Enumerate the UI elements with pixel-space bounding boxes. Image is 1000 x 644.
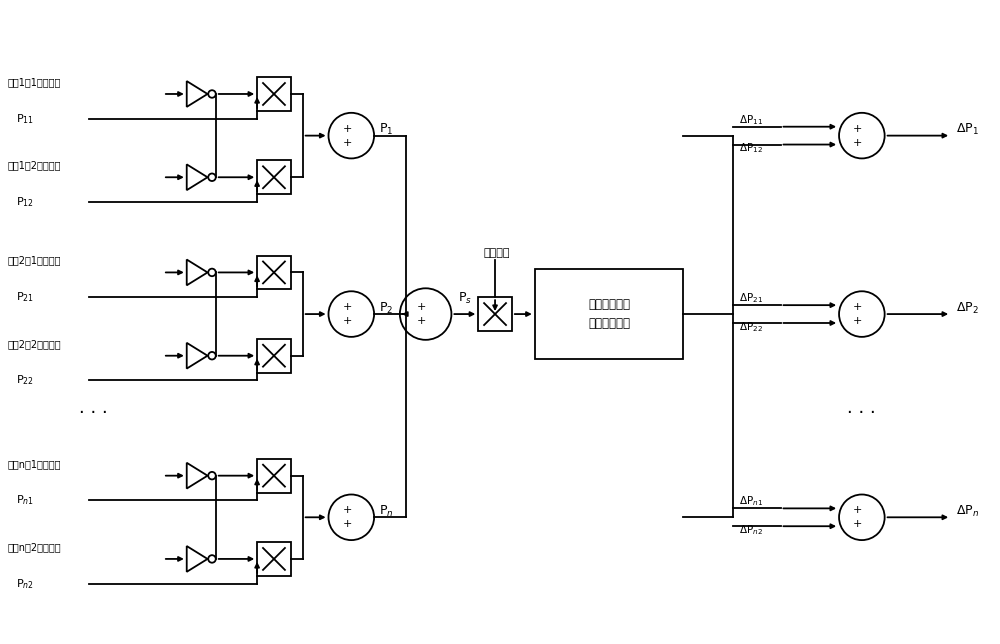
Text: +: + <box>343 316 352 326</box>
Bar <box>257 542 291 576</box>
Text: +: + <box>343 519 352 529</box>
Text: +: + <box>853 316 863 326</box>
Text: P$_{12}$: P$_{12}$ <box>16 195 34 209</box>
Text: $\Delta$P$_{n1}$: $\Delta$P$_{n1}$ <box>739 495 763 508</box>
Text: +: + <box>417 302 426 312</box>
Text: $\Delta$P$_n$: $\Delta$P$_n$ <box>956 504 979 519</box>
Text: $\Delta$P$_{11}$: $\Delta$P$_{11}$ <box>739 113 763 127</box>
Text: $\Delta$P$_{n2}$: $\Delta$P$_{n2}$ <box>739 524 763 537</box>
Text: P$_s$: P$_s$ <box>458 291 472 306</box>
Text: $\Delta$P$_2$: $\Delta$P$_2$ <box>956 301 979 316</box>
Text: P$_{n1}$: P$_{n1}$ <box>16 493 34 507</box>
Text: +: + <box>853 138 863 147</box>
Text: $\Delta$P$_1$: $\Delta$P$_1$ <box>956 122 979 137</box>
Text: P$_n$: P$_n$ <box>379 504 394 519</box>
Text: 直流n极1运行状态: 直流n极1运行状态 <box>7 459 61 469</box>
Text: · · ·: · · · <box>79 404 108 422</box>
Text: P$_{21}$: P$_{21}$ <box>16 290 34 304</box>
Text: +: + <box>343 124 352 134</box>
Text: +: + <box>853 506 863 515</box>
Text: 直流2极1运行状态: 直流2极1运行状态 <box>7 256 61 265</box>
Text: P$_1$: P$_1$ <box>379 122 393 137</box>
Text: P$_{22}$: P$_{22}$ <box>16 374 34 388</box>
Text: $\Delta$P$_{22}$: $\Delta$P$_{22}$ <box>739 320 763 334</box>
Text: +: + <box>853 302 863 312</box>
Text: +: + <box>853 519 863 529</box>
Text: +: + <box>343 302 352 312</box>
Text: 直流2极2运行状态: 直流2极2运行状态 <box>7 339 61 349</box>
Text: P$_{n2}$: P$_{n2}$ <box>16 577 34 591</box>
Bar <box>257 339 291 373</box>
Text: P$_{11}$: P$_{11}$ <box>16 112 34 126</box>
Text: +: + <box>417 316 426 326</box>
Bar <box>257 160 291 194</box>
Bar <box>478 298 512 331</box>
Text: +: + <box>853 124 863 134</box>
Text: 直流1极1运行状态: 直流1极1运行状态 <box>7 77 61 87</box>
Text: $\Delta$P$_{21}$: $\Delta$P$_{21}$ <box>739 291 763 305</box>
Text: · · ·: · · · <box>847 404 876 422</box>
Text: 允许信号: 允许信号 <box>484 247 510 258</box>
Bar <box>257 459 291 493</box>
Bar <box>257 256 291 289</box>
Text: 直流紧急功率
调制协调算法: 直流紧急功率 调制协调算法 <box>588 298 630 330</box>
Text: $\Delta$P$_{12}$: $\Delta$P$_{12}$ <box>739 142 763 155</box>
Bar <box>535 269 683 359</box>
Text: +: + <box>343 138 352 147</box>
Text: P$_2$: P$_2$ <box>379 301 393 316</box>
Bar <box>257 77 291 111</box>
Text: 直流n极2运行状态: 直流n极2运行状态 <box>7 542 61 552</box>
Text: +: + <box>343 506 352 515</box>
Text: 直流1极2运行状态: 直流1极2运行状态 <box>7 160 61 171</box>
